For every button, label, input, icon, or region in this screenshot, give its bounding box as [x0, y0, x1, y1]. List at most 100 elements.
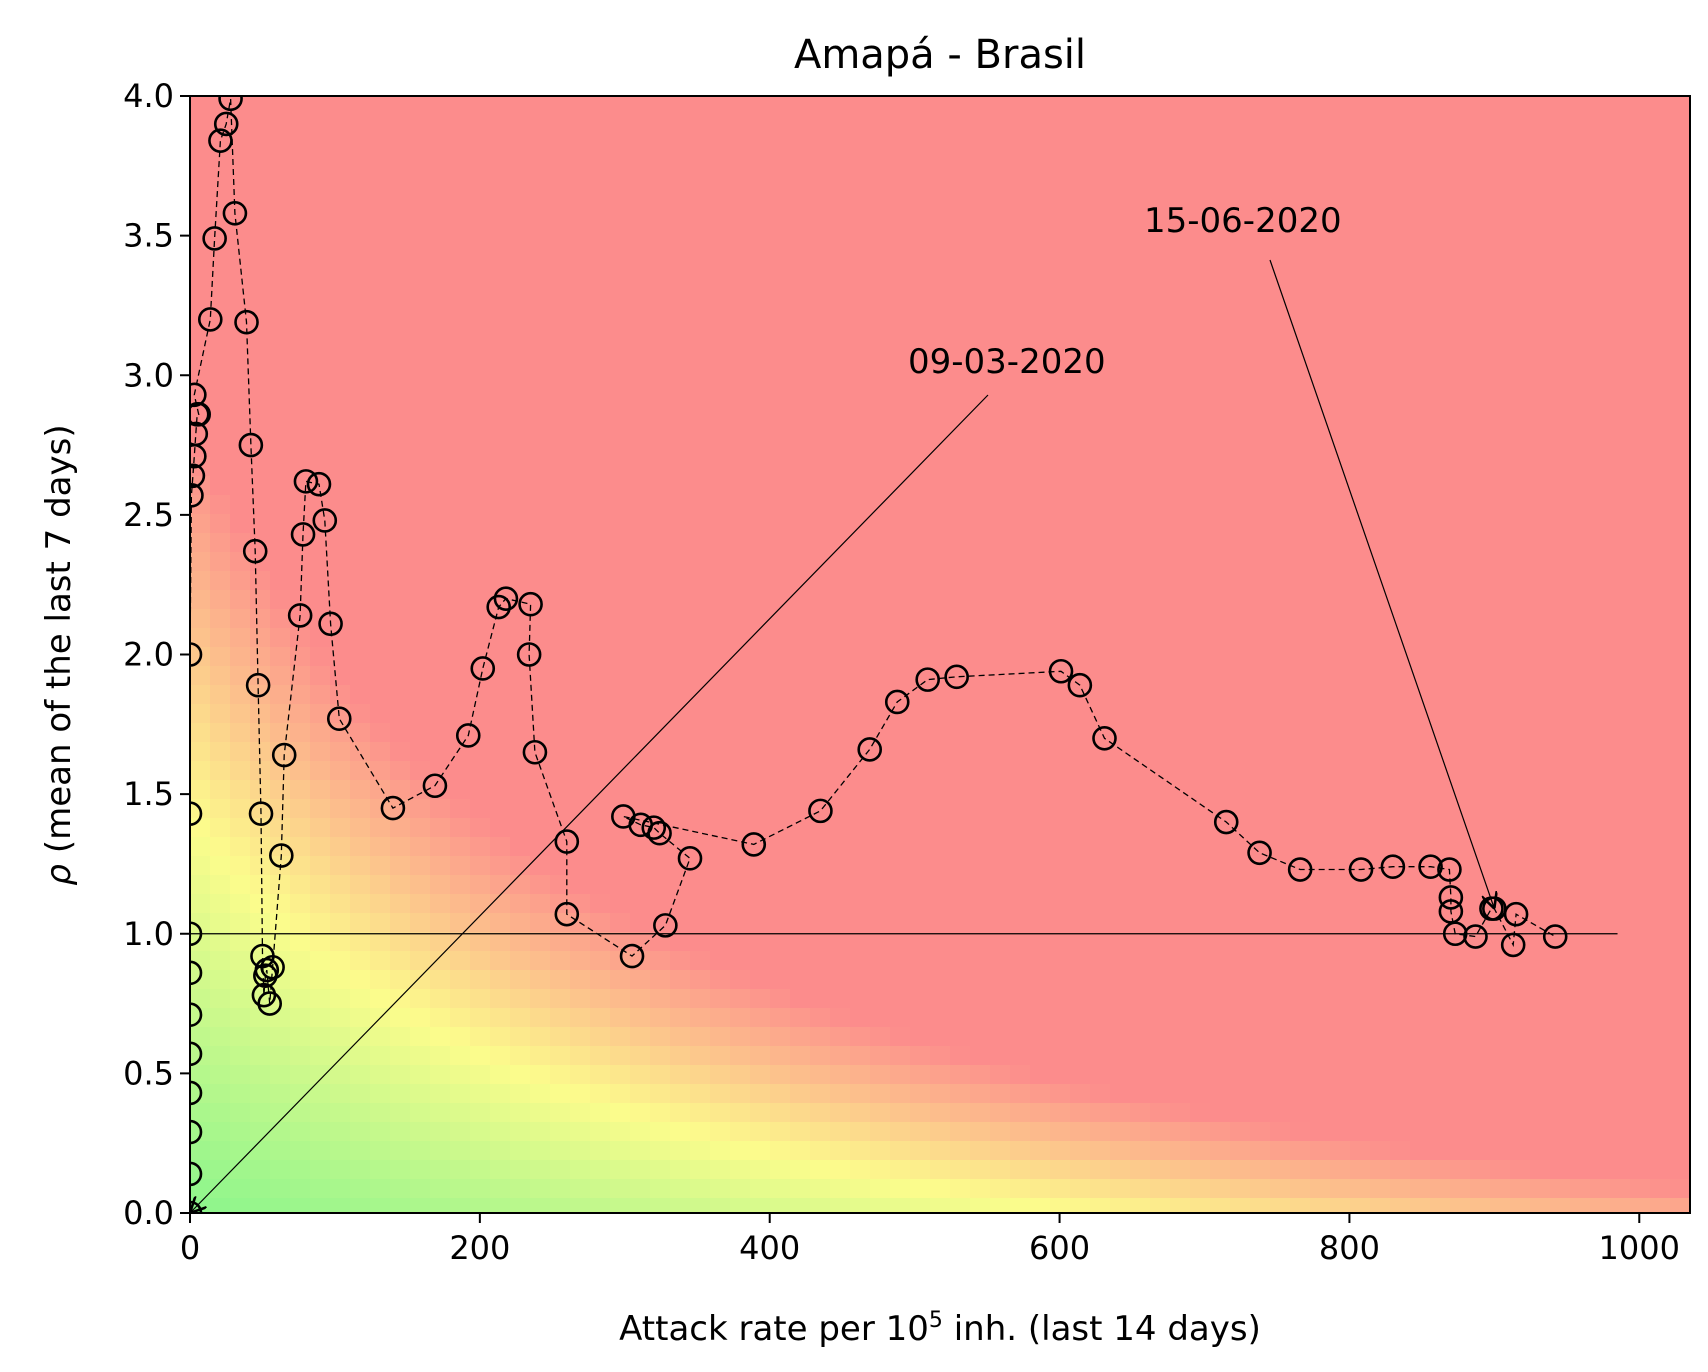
- background-cell: [510, 818, 531, 838]
- background-cell: [830, 305, 851, 325]
- background-cell: [990, 913, 1011, 933]
- background-cell: [550, 685, 571, 705]
- background-cell: [1070, 704, 1091, 724]
- background-cell: [1430, 1179, 1451, 1199]
- background-cell: [1530, 818, 1551, 838]
- background-cell: [570, 172, 591, 192]
- background-cell: [1170, 761, 1191, 781]
- background-cell: [1670, 875, 1690, 895]
- data-point: [611, 804, 636, 829]
- background-cell: [490, 666, 511, 686]
- background-cell: [1370, 305, 1391, 325]
- background-cell: [410, 590, 431, 610]
- background-cell: [290, 286, 311, 306]
- background-cell: [490, 115, 511, 135]
- background-cell: [730, 96, 751, 116]
- background-cell: [1210, 989, 1231, 1009]
- background-cell: [1190, 1198, 1211, 1213]
- background-cell: [390, 875, 411, 895]
- background-cell: [1530, 552, 1551, 572]
- background-cell: [1370, 723, 1391, 743]
- background-cell: [1090, 476, 1111, 496]
- background-cell: [290, 400, 311, 420]
- background-cell: [1290, 153, 1311, 173]
- background-cell: [1350, 248, 1371, 268]
- background-cell: [270, 1179, 291, 1199]
- background-cell: [430, 1084, 451, 1104]
- background-cell: [1250, 1179, 1271, 1199]
- background-cell: [770, 134, 791, 154]
- background-cell: [890, 590, 911, 610]
- background-cell: [410, 210, 431, 230]
- background-cell: [510, 96, 531, 116]
- background-cell: [450, 1103, 471, 1123]
- background-cell: [810, 248, 831, 268]
- background-cell: [1490, 514, 1511, 534]
- background-cell: [770, 381, 791, 401]
- background-cell: [570, 362, 591, 382]
- background-cell: [1510, 723, 1531, 743]
- background-cell: [1030, 552, 1051, 572]
- background-cell: [1450, 818, 1471, 838]
- background-cell: [230, 951, 251, 971]
- background-cell: [1290, 305, 1311, 325]
- background-cell: [1050, 381, 1071, 401]
- background-cell: [270, 229, 291, 249]
- background-cell: [990, 1065, 1011, 1085]
- background-cell: [490, 172, 511, 192]
- background-cell: [290, 989, 311, 1009]
- background-cell: [430, 1027, 451, 1047]
- background-cell: [1630, 609, 1651, 629]
- background-cell: [1310, 799, 1331, 819]
- background-cell: [1070, 818, 1091, 838]
- background-cell: [1490, 305, 1511, 325]
- background-cell: [290, 248, 311, 268]
- background-cell: [1290, 362, 1311, 382]
- background-cell: [1290, 1198, 1311, 1213]
- data-point: [271, 742, 297, 768]
- background-cell: [1550, 248, 1571, 268]
- background-cell: [1130, 1046, 1151, 1066]
- background-cell: [930, 571, 951, 591]
- background-cell: [490, 1027, 511, 1047]
- background-cell: [470, 419, 491, 439]
- background-cell: [1250, 780, 1271, 800]
- background-cell: [990, 172, 1011, 192]
- background-cell: [1390, 875, 1411, 895]
- background-cell: [1050, 1160, 1071, 1180]
- background-cell: [1150, 742, 1171, 762]
- background-cell: [490, 1046, 511, 1066]
- background-cell: [1270, 495, 1291, 515]
- background-cell: [310, 457, 331, 477]
- background-cell: [1050, 723, 1071, 743]
- background-cell: [1290, 438, 1311, 458]
- background-cell: [1550, 267, 1571, 287]
- background-cell: [1090, 913, 1111, 933]
- background-cell: [1310, 324, 1331, 344]
- background-cell: [1210, 191, 1231, 211]
- background-cell: [770, 609, 791, 629]
- background-cell: [730, 1103, 751, 1123]
- background-cell: [1430, 818, 1451, 838]
- background-cell: [1410, 1065, 1431, 1085]
- background-cell: [270, 381, 291, 401]
- background-cell: [1230, 419, 1251, 439]
- background-cell: [1150, 514, 1171, 534]
- background-cell: [730, 780, 751, 800]
- background-cell: [770, 590, 791, 610]
- background-cell: [1090, 1141, 1111, 1161]
- background-cell: [510, 1065, 531, 1085]
- background-cell: [830, 571, 851, 591]
- background-cell: [1330, 1122, 1351, 1142]
- background-cell: [1110, 115, 1131, 135]
- background-cell: [1530, 229, 1551, 249]
- background-cell: [870, 229, 891, 249]
- background-cell: [1350, 172, 1371, 192]
- background-cell: [370, 590, 391, 610]
- background-cell: [1650, 457, 1671, 477]
- background-cell: [1170, 191, 1191, 211]
- background-cell: [930, 457, 951, 477]
- background-cell: [930, 628, 951, 648]
- background-cell: [630, 1046, 651, 1066]
- background-cell: [670, 210, 691, 230]
